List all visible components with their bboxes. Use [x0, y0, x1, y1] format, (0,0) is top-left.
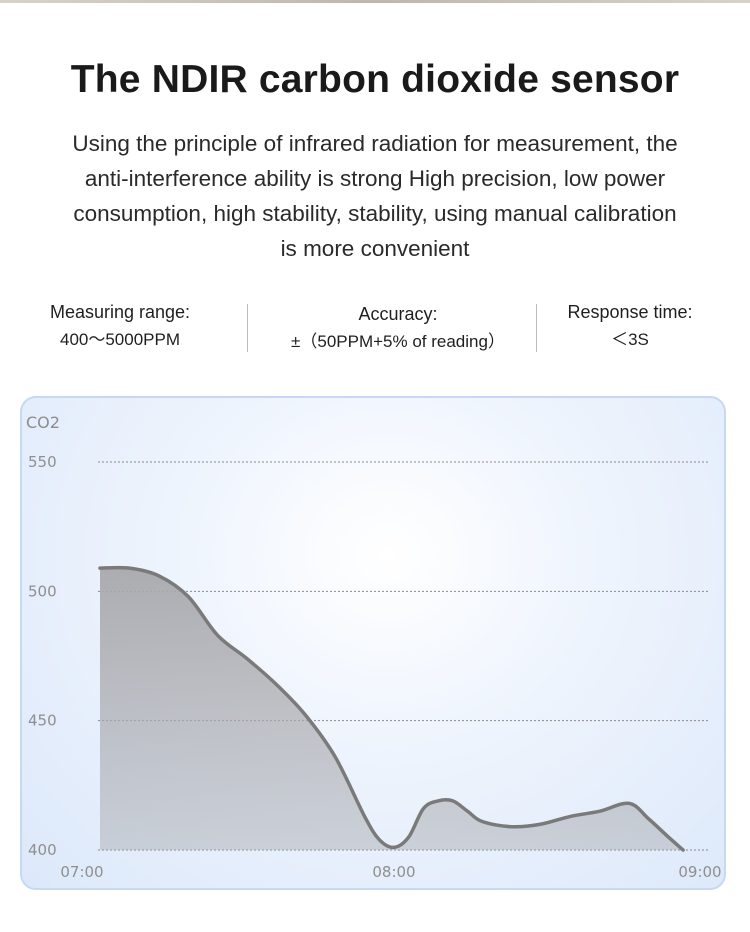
x-tick-label: 08:00 [372, 863, 415, 881]
spec-value: 400～5000PPM [59, 330, 181, 349]
description: Using the principle of infrared radiatio… [30, 126, 720, 266]
y-tick-label: 550 [28, 453, 57, 471]
description-line: anti-interference ability is strong High… [84, 166, 666, 191]
x-tick-label: 07:00 [60, 863, 103, 881]
x-tick-label: 09:00 [678, 863, 721, 881]
spec-row: Measuring range: 400～5000PPM Accuracy: ±… [20, 298, 730, 358]
spec-value: ±（50PPM+5% of reading） [291, 332, 505, 351]
description-line: is more convenient [280, 236, 470, 261]
co2-chart: CO2 400 450 500 550 07:00 08:00 09:00 [26, 413, 722, 881]
y-tick-label: 500 [28, 582, 57, 600]
description-line: Using the principle of infrared radiatio… [72, 131, 678, 156]
y-tick-label: 450 [28, 712, 57, 730]
chart-panel: CO2 400 450 500 550 07:00 08:00 09:00 [20, 396, 726, 890]
spec-label: Accuracy: [358, 304, 438, 324]
top-decorative-strip [0, 0, 750, 3]
series-line [98, 565, 685, 852]
series-area [100, 567, 684, 850]
y-axis-label: CO2 [26, 413, 60, 432]
spec-response-time: Response time: ＜3S [540, 298, 720, 354]
spec-label: Response time: [567, 302, 693, 322]
spec-divider [536, 304, 537, 352]
spec-accuracy: Accuracy: ±（50PPM+5% of reading） [252, 300, 544, 356]
spec-value: ＜3S [611, 330, 649, 349]
spec-label: Measuring range: [49, 302, 191, 322]
spec-divider [247, 304, 248, 352]
y-tick-label: 400 [28, 841, 57, 859]
description-line: consumption, high stability, stability, … [73, 201, 677, 226]
spec-measuring-range: Measuring range: 400～5000PPM [20, 298, 220, 354]
page-title: The NDIR carbon dioxide sensor [70, 58, 680, 101]
